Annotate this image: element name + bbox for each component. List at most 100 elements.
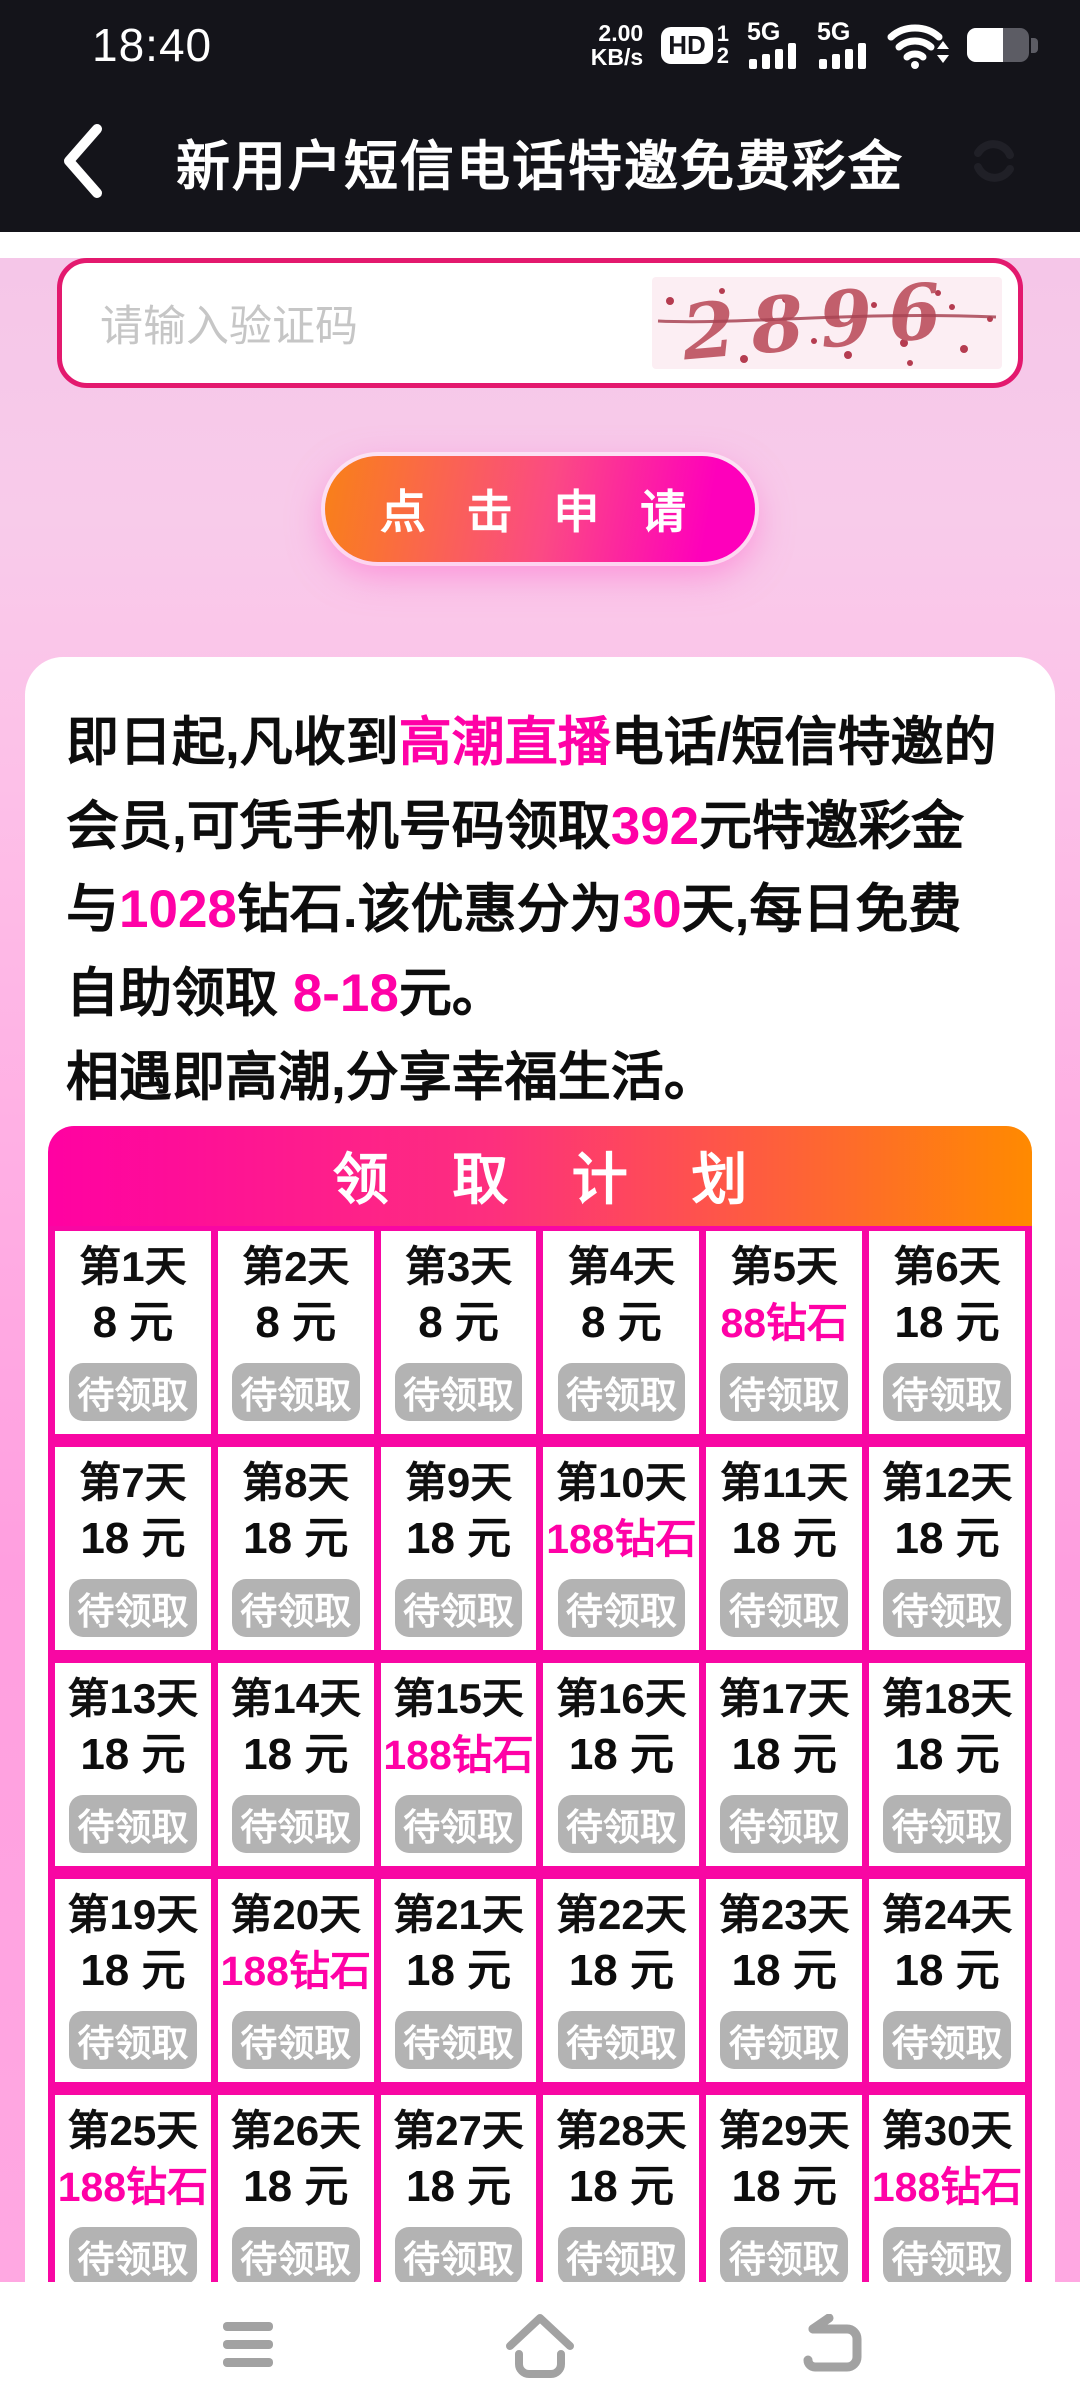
claim-status-button[interactable]: 待领取 — [557, 2010, 686, 2069]
network-speed: 2.00 KB/s — [591, 21, 643, 69]
plan-amount: 18 元 — [405, 1945, 512, 1995]
plan-day-label: 第22天 — [556, 1890, 687, 1938]
claim-status-button[interactable]: 待领取 — [69, 2226, 197, 2285]
hd-volte-icon: HD 1 2 — [661, 23, 729, 67]
plan-cell-day-26: 第26天 18 元待领取 — [217, 2094, 374, 2296]
claim-status-button[interactable]: 待领取 — [394, 1578, 523, 1637]
clock: 18:40 — [92, 19, 213, 71]
app-bar: 新用户短信电话特邀免费彩金 — [0, 90, 1080, 232]
plan-day-label: 第1天 — [79, 1242, 187, 1290]
promo-segment: 元特邀彩金与 — [66, 796, 965, 940]
plan-amount: 18 元 — [568, 1729, 674, 1779]
plan-cell-day-19: 第19天 18 元待领取 — [55, 1878, 211, 2082]
plan-amount: 18 元 — [731, 1729, 837, 1779]
plan-cell-day-27: 第27天 18 元待领取 — [380, 2094, 537, 2296]
claim-status-button[interactable]: 待领取 — [557, 2226, 686, 2285]
claim-status-button[interactable]: 待领取 — [69, 1362, 197, 1421]
plan-amount-diamond: 188钻石 — [383, 1731, 534, 1778]
plan-day-label: 第11天 — [720, 1458, 849, 1506]
refresh-icon[interactable] — [966, 133, 1022, 189]
nav-home-button[interactable] — [500, 2305, 580, 2385]
claim-plan-table: 第1天 8 元待领取 第2天 8 元待领取 第3天 8 元待领取 第4天 8 元待领取 第5天 8… — [48, 1225, 1032, 2296]
plan-day-label: 第16天 — [556, 1674, 687, 1722]
claim-status-button[interactable]: 待领取 — [69, 1578, 197, 1637]
plan-cell-day-24: 第24天 18 元待领取 — [869, 1878, 1025, 2082]
plan-day-label: 第19天 — [67, 1890, 199, 1938]
plan-cell-day-22: 第22天 18 元待领取 — [543, 1878, 700, 2082]
status-icons: 2.00 KB/s HD 1 2 5G 5G — [591, 20, 1038, 69]
nav-back-button[interactable] — [792, 2305, 872, 2385]
claim-status-button[interactable]: 待领取 — [720, 2226, 849, 2285]
claim-status-button[interactable]: 待领取 — [557, 1578, 686, 1637]
plan-day-label: 第5天 — [730, 1242, 838, 1290]
plan-header: 领 取 计 划 — [48, 1125, 1032, 1226]
claim-status-button[interactable]: 待领取 — [231, 2010, 360, 2069]
plan-cell-day-17: 第17天 18 元待领取 — [706, 1662, 863, 1866]
plan-day-label: 第17天 — [718, 1674, 850, 1722]
plan-amount: 18 元 — [568, 1945, 674, 1995]
claim-status-button[interactable]: 待领取 — [69, 2010, 197, 2069]
plan-amount: 18 元 — [731, 2161, 837, 2211]
plan-amount: 8 元 — [255, 1297, 337, 1347]
plan-amount: 18 元 — [568, 2161, 674, 2211]
claim-status-button[interactable]: 待领取 — [394, 2010, 523, 2069]
claim-status-button[interactable]: 待领取 — [231, 1362, 360, 1421]
claim-status-button[interactable]: 待领取 — [231, 1578, 360, 1637]
promo-segment: 天,每日免费自助领取 — [66, 880, 962, 1024]
plan-amount: 18 元 — [405, 1513, 512, 1563]
plan-amount-diamond: 188钻石 — [871, 2163, 1023, 2210]
plan-day-label: 第6天 — [893, 1242, 1001, 1290]
plan-amount: 18 元 — [243, 1729, 349, 1779]
plan-cell-day-20: 第20天 188钻石 待领取 — [217, 1878, 374, 2082]
plan-cell-day-25: 第25天 188钻石 待领取 — [55, 2094, 211, 2296]
plan-day-label: 第18天 — [881, 1674, 1013, 1722]
plan-day-label: 第2天 — [242, 1242, 350, 1290]
claim-status-button[interactable]: 待领取 — [720, 1362, 849, 1421]
claim-status-button[interactable]: 待领取 — [394, 2226, 523, 2285]
claim-status-button[interactable]: 待领取 — [720, 2010, 849, 2069]
claim-status-button[interactable]: 待领取 — [883, 2010, 1011, 2069]
plan-amount: 18 元 — [731, 1513, 837, 1563]
apply-button[interactable]: 点 击 申 请 — [325, 456, 755, 562]
claim-status-button[interactable]: 待领取 — [231, 1794, 360, 1853]
plan-cell-day-14: 第14天 18 元待领取 — [217, 1662, 374, 1866]
plan-amount-diamond: 188钻石 — [57, 2163, 209, 2210]
plan-cell-day-15: 第15天 188钻石 待领取 — [380, 1662, 537, 1866]
claim-status-button[interactable]: 待领取 — [231, 2226, 360, 2285]
plan-amount: 18 元 — [894, 1945, 1000, 1995]
claim-status-button[interactable]: 待领取 — [394, 1794, 523, 1853]
claim-status-button[interactable]: 待领取 — [883, 2226, 1011, 2285]
plan-amount-diamond: 88钻石 — [720, 1299, 849, 1346]
plan-cell-day-12: 第12天 18 元待领取 — [869, 1446, 1025, 1650]
signal-bars-icon — [749, 43, 796, 69]
return-arrow-icon — [803, 2314, 862, 2372]
plan-cell-day-10: 第10天 188钻石 待领取 — [543, 1446, 700, 1650]
claim-status-button[interactable]: 待领取 — [557, 1362, 686, 1421]
status-bar: 18:40 2.00 KB/s HD 1 2 5G — [0, 0, 1080, 90]
plan-cell-day-8: 第8天 18 元待领取 — [217, 1446, 374, 1650]
plan-day-label: 第27天 — [393, 2106, 524, 2154]
captcha-input-box[interactable]: 请输入验证码 2896 — [57, 258, 1023, 388]
plan-cell-day-5: 第5天 88钻石待领取 — [706, 1230, 863, 1434]
back-button[interactable] — [48, 121, 118, 201]
plan-cell-day-29: 第29天 18 元待领取 — [706, 2094, 863, 2296]
plan-day-label: 第4天 — [567, 1242, 676, 1290]
plan-amount: 8 元 — [581, 1297, 662, 1347]
claim-status-button[interactable]: 待领取 — [394, 1362, 523, 1421]
claim-status-button[interactable]: 待领取 — [720, 1794, 849, 1853]
captcha-image[interactable]: 2896 — [652, 277, 1002, 369]
claim-status-button[interactable]: 待领取 — [69, 1794, 197, 1853]
claim-status-button[interactable]: 待领取 — [883, 1794, 1011, 1853]
claim-status-button[interactable]: 待领取 — [720, 1578, 849, 1637]
claim-status-button[interactable]: 待领取 — [883, 1578, 1011, 1637]
plan-day-label: 第26天 — [230, 2106, 362, 2154]
signal-bars-icon — [819, 43, 866, 69]
captcha-input-placeholder: 请输入验证码 — [100, 303, 358, 351]
info-card: 即日起,凡收到高潮直播电话/短信特邀的会员,可凭手机号码领取392元特邀彩金与1… — [25, 657, 1055, 2296]
nav-menu-button[interactable] — [208, 2305, 288, 2385]
system-nav-bar — [0, 2282, 1080, 2408]
claim-status-button[interactable]: 待领取 — [883, 1362, 1011, 1421]
plan-cell-day-3: 第3天 8 元待领取 — [380, 1230, 537, 1434]
plan-day-label: 第8天 — [242, 1458, 350, 1506]
claim-status-button[interactable]: 待领取 — [557, 1794, 686, 1853]
